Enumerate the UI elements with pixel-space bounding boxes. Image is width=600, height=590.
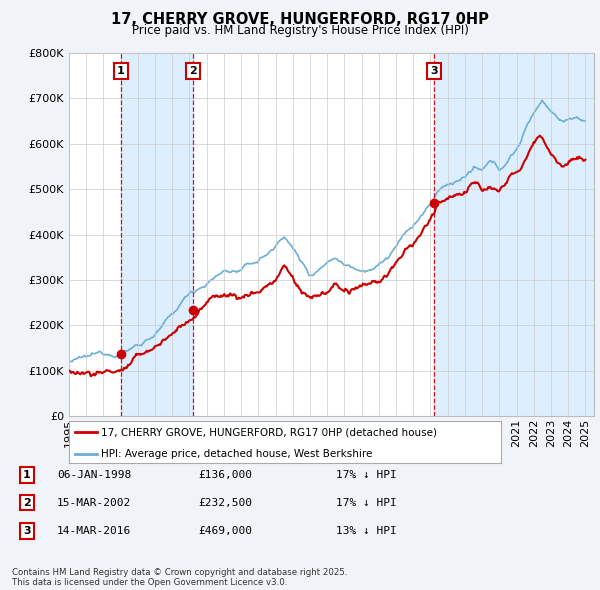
Text: £136,000: £136,000 <box>198 470 252 480</box>
Text: £232,500: £232,500 <box>198 498 252 507</box>
Text: 14-MAR-2016: 14-MAR-2016 <box>57 526 131 536</box>
Text: 15-MAR-2002: 15-MAR-2002 <box>57 498 131 507</box>
Text: 17% ↓ HPI: 17% ↓ HPI <box>336 498 397 507</box>
Text: 17, CHERRY GROVE, HUNGERFORD, RG17 0HP (detached house): 17, CHERRY GROVE, HUNGERFORD, RG17 0HP (… <box>101 427 437 437</box>
Text: 1: 1 <box>23 470 31 480</box>
Text: 3: 3 <box>23 526 31 536</box>
Text: HPI: Average price, detached house, West Berkshire: HPI: Average price, detached house, West… <box>101 449 373 459</box>
Bar <box>121 53 193 416</box>
Text: 1: 1 <box>117 66 125 76</box>
Text: £469,000: £469,000 <box>198 526 252 536</box>
Text: Price paid vs. HM Land Registry's House Price Index (HPI): Price paid vs. HM Land Registry's House … <box>131 24 469 37</box>
Text: 13% ↓ HPI: 13% ↓ HPI <box>336 526 397 536</box>
Bar <box>434 53 594 416</box>
Text: 3: 3 <box>430 66 438 76</box>
Text: 2: 2 <box>23 498 31 507</box>
Text: 2: 2 <box>189 66 197 76</box>
Text: Contains HM Land Registry data © Crown copyright and database right 2025.
This d: Contains HM Land Registry data © Crown c… <box>12 568 347 587</box>
Text: 17% ↓ HPI: 17% ↓ HPI <box>336 470 397 480</box>
Text: 06-JAN-1998: 06-JAN-1998 <box>57 470 131 480</box>
Text: 17, CHERRY GROVE, HUNGERFORD, RG17 0HP: 17, CHERRY GROVE, HUNGERFORD, RG17 0HP <box>111 12 489 27</box>
